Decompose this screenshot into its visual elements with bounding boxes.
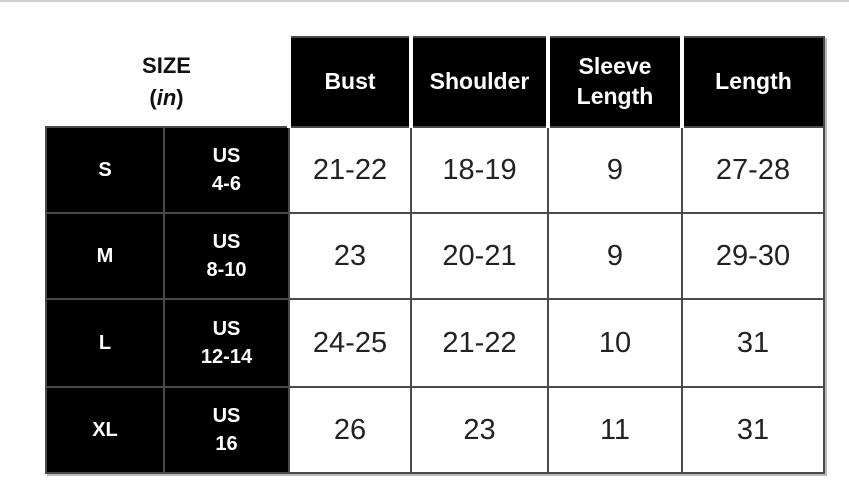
size-header-unit: (in) (149, 84, 184, 110)
cell-sleeve-length: 9 (547, 212, 683, 300)
header-row: SIZE (in) Bust Shoulder Sleeve Length Le… (46, 36, 825, 128)
table-row-m: M US 8-10 23 20-21 9 29-30 (45, 212, 825, 300)
cell-length: 31 (681, 386, 825, 474)
cell-size-label: XL (45, 386, 165, 474)
unit-label: in (156, 84, 177, 110)
cell-us-size: US 8-10 (163, 212, 290, 300)
cell-bust: 23 (288, 212, 412, 300)
table-row-l: L US 12-14 24-25 21-22 10 31 (45, 298, 825, 388)
cell-shoulder: 23 (410, 386, 549, 474)
top-edge-line (0, 0, 849, 2)
cell-sleeve-length: 11 (547, 386, 683, 474)
cell-us-size: US 4-6 (163, 126, 290, 214)
cell-length: 27-28 (681, 126, 825, 214)
size-unit-header: SIZE (in) (46, 37, 289, 127)
column-header-length: Length (680, 36, 825, 128)
cell-us-size: US 16 (163, 386, 290, 474)
cell-size-label: M (45, 212, 165, 300)
cell-bust: 21-22 (288, 126, 412, 214)
cell-shoulder: 18-19 (410, 126, 549, 214)
column-header-sleeve-length: Sleeve Length (546, 36, 684, 128)
column-header-shoulder: Shoulder (409, 36, 550, 128)
table-row-xl: XL US 16 26 23 11 31 (45, 386, 825, 474)
size-header-title: SIZE (142, 52, 191, 78)
size-chart-table: SIZE (in) Bust Shoulder Sleeve Length Le… (45, 36, 825, 474)
cell-bust: 24-25 (288, 298, 412, 388)
cell-shoulder: 20-21 (410, 212, 549, 300)
cell-sleeve-length: 9 (547, 126, 683, 214)
cell-size-label: S (45, 126, 165, 214)
cell-shoulder: 21-22 (410, 298, 549, 388)
column-header-bust: Bust (287, 36, 413, 128)
table-row-s: S US 4-6 21-22 18-19 9 27-28 (45, 126, 825, 214)
cell-sleeve-length: 10 (547, 298, 683, 388)
cell-size-label: L (45, 298, 165, 388)
cell-us-size: US 12-14 (163, 298, 290, 388)
cell-length: 29-30 (681, 212, 825, 300)
cell-bust: 26 (288, 386, 412, 474)
cell-length: 31 (681, 298, 825, 388)
